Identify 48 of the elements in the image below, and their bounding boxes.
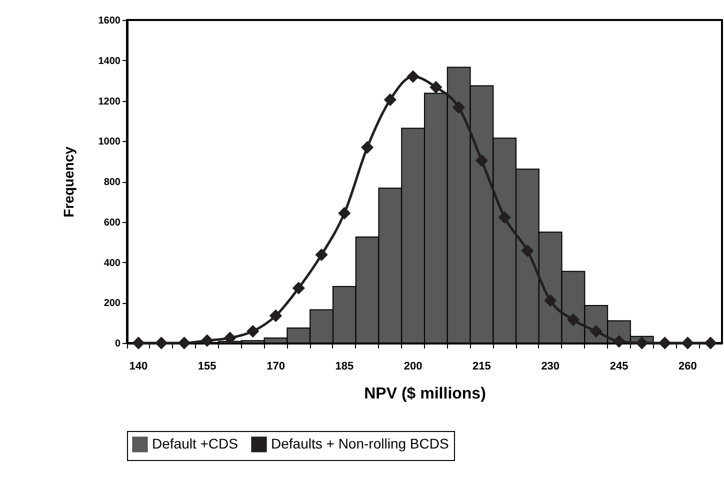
- point: [430, 80, 442, 94]
- legend-label: Default +CDS: [152, 435, 238, 452]
- point: [384, 93, 396, 106]
- x-tick-label: 170: [266, 360, 285, 372]
- point: [246, 324, 260, 338]
- point: [315, 248, 328, 262]
- point: [200, 334, 214, 347]
- point: [590, 324, 602, 338]
- y-tick-label: 200: [104, 298, 121, 310]
- x-tick-label: 200: [404, 360, 422, 372]
- point: [338, 206, 351, 220]
- y-tick-label: 1200: [98, 96, 121, 108]
- point: [566, 313, 580, 326]
- x-tick-label: 230: [541, 360, 560, 372]
- x-tick-label: 215: [472, 360, 491, 372]
- y-tick-label: 1400: [98, 56, 121, 67]
- point: [452, 101, 466, 114]
- point: [406, 70, 420, 83]
- y-tick-label: 400: [104, 258, 121, 269]
- point: [704, 336, 717, 350]
- point: [658, 336, 672, 350]
- point: [612, 335, 626, 348]
- legend-label: Defaults + Non-rolling BCDS: [271, 435, 449, 452]
- point: [132, 336, 145, 350]
- y-tick-label: 1600: [98, 16, 121, 26]
- x-tick-label: 260: [678, 360, 697, 372]
- x-tick-label: 245: [610, 360, 628, 372]
- y-tick-label: 600: [104, 217, 121, 228]
- point: [681, 336, 694, 350]
- point: [636, 336, 648, 350]
- y-tick-label: 1000: [98, 136, 121, 148]
- point: [292, 282, 305, 294]
- x-tick-label: 140: [129, 360, 148, 372]
- point: [544, 294, 557, 307]
- point: [178, 336, 191, 350]
- point: [360, 141, 374, 154]
- y-tick-label: 800: [104, 177, 121, 188]
- x-axis-title: NPV ($ millions): [364, 386, 486, 402]
- point: [269, 309, 282, 322]
- point: [498, 211, 511, 224]
- x-tick-label: 185: [335, 360, 354, 372]
- point: [475, 154, 488, 167]
- point: [155, 336, 168, 350]
- point: [521, 244, 534, 258]
- point: [224, 332, 236, 344]
- y-tick-label: 0: [114, 338, 121, 350]
- y-axis-title: Frequency: [60, 146, 76, 218]
- x-tick-label: 155: [198, 360, 216, 372]
